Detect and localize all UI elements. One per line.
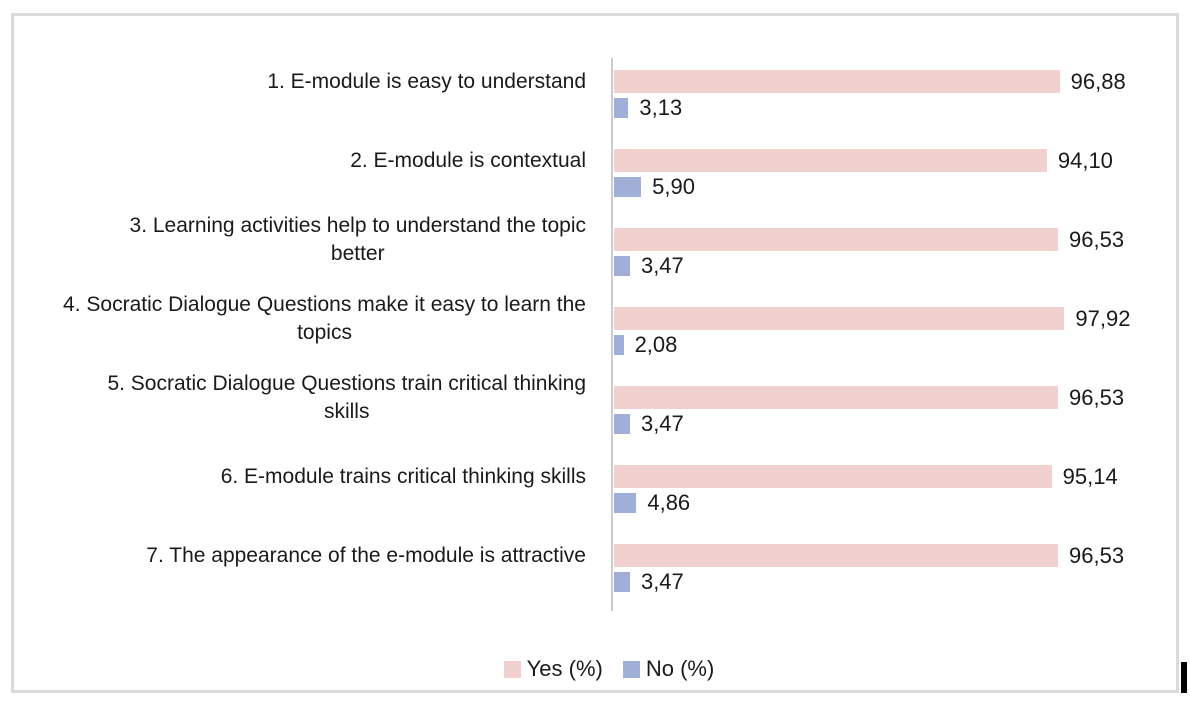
no-bar (614, 414, 630, 434)
yes-swatch-icon (503, 660, 521, 678)
no-value-label: 3,47 (640, 253, 684, 278)
yes-bar (614, 149, 1047, 172)
category-cell: 1. E-module is easy to understand (44, 58, 586, 105)
category-label: 5. Socratic Dialogue Questions train cri… (107, 371, 586, 423)
category-axis-line (611, 58, 613, 611)
yes-bar-line: 96,53 (614, 226, 1125, 252)
category-row: 6. E-module trains critical thinking ski… (44, 453, 1130, 532)
category-label: 7. The appearance of the e-module is att… (146, 543, 586, 567)
category-label: 1. E-module is easy to understand (267, 69, 586, 93)
yes-value-label: 94,10 (1057, 147, 1113, 173)
yes-value-label: 95,14 (1062, 463, 1118, 489)
yes-bar-line: 95,14 (614, 463, 1118, 489)
yes-value-label: 96,53 (1069, 384, 1125, 410)
category-label: 4. Socratic Dialogue Questions make it e… (63, 292, 586, 344)
yes-bar-line: 96,88 (614, 68, 1126, 94)
no-bar (614, 98, 629, 118)
no-bar-line: 3,47 (614, 569, 1124, 594)
category-row: 2. E-module is contextual 94,10 5,90 (44, 137, 1130, 216)
no-value-label: 3,13 (639, 95, 683, 120)
category-cell: 4. Socratic Dialogue Questions make it e… (44, 293, 586, 344)
legend-label-yes: Yes (%) (526, 656, 603, 681)
category-cell: 2. E-module is contextual (44, 137, 586, 184)
category-label: 6. E-module trains critical thinking ski… (220, 464, 586, 488)
yes-value-label: 96,53 (1069, 226, 1125, 252)
category-row: 3. Learning activities help to understan… (44, 214, 1130, 295)
no-bar (614, 335, 624, 355)
no-value-label: 4,86 (647, 490, 691, 515)
bars-cell: 96,53 3,47 (614, 216, 1124, 295)
no-bar-line: 2,08 (614, 332, 1130, 357)
category-label: 3. Learning activities help to understan… (129, 213, 586, 265)
no-value-label: 3,47 (640, 411, 684, 436)
legend-label-no: No (%) (645, 656, 715, 681)
bars-cell: 97,92 2,08 (614, 295, 1130, 374)
bars-cell: 95,14 4,86 (614, 453, 1118, 532)
category-cell: 7. The appearance of the e-module is att… (44, 532, 586, 579)
yes-bar (614, 307, 1065, 330)
no-bar-line: 5,90 (614, 174, 1113, 199)
category-row: 1. E-module is easy to understand 96,88 3,… (44, 58, 1130, 137)
no-swatch-icon (622, 660, 640, 678)
yes-value-label: 96,53 (1069, 542, 1125, 568)
no-bar (614, 572, 630, 592)
category-cell: 5. Socratic Dialogue Questions train cri… (44, 372, 586, 423)
no-bar (614, 493, 637, 513)
category-row: 5. Socratic Dialogue Questions train cri… (44, 372, 1130, 453)
yes-value-label: 97,92 (1075, 305, 1131, 331)
no-bar-line: 4,86 (614, 490, 1118, 515)
no-bar-line: 3,47 (614, 253, 1124, 278)
no-bar-line: 3,13 (614, 95, 1126, 120)
no-value-label: 3,47 (640, 569, 684, 594)
yes-bar-line: 96,53 (614, 384, 1125, 410)
bars-cell: 96,53 3,47 (614, 532, 1124, 611)
no-bar (614, 177, 642, 197)
yes-bar-line: 96,53 (614, 542, 1125, 568)
yes-value-label: 96,88 (1070, 68, 1126, 94)
legend-item-yes: Yes (%) (503, 656, 603, 682)
legend-item-no: No (%) (622, 656, 715, 682)
no-value-label: 2,08 (634, 332, 678, 357)
yes-bar-line: 97,92 (614, 305, 1131, 331)
yes-bar (614, 70, 1060, 93)
no-value-label: 5,90 (652, 174, 695, 199)
no-bar-line: 3,47 (614, 411, 1124, 436)
category-cell: 6. E-module trains critical thinking ski… (44, 453, 586, 500)
category-row: 4. Socratic Dialogue Questions make it e… (44, 293, 1130, 374)
yes-bar (614, 465, 1052, 488)
yes-bar (614, 386, 1059, 409)
category-row: 7. The appearance of the e-module is att… (44, 532, 1130, 611)
yes-bar (614, 228, 1059, 251)
yes-bar (614, 544, 1059, 567)
bars-cell: 96,53 3,47 (614, 374, 1124, 453)
bars-cell: 96,88 3,13 (614, 58, 1126, 137)
category-label: 2. E-module is contextual (350, 148, 586, 172)
plot-area: 1. E-module is easy to understand 96,88 3,… (44, 58, 1130, 611)
chart-frame: 1. E-module is easy to understand 96,88 3,… (11, 13, 1179, 693)
no-bar (614, 256, 630, 276)
bars-cell: 94,10 5,90 (614, 137, 1113, 216)
category-cell: 3. Learning activities help to understan… (44, 214, 586, 265)
legend: Yes (%) No (%) (14, 656, 1190, 682)
yes-bar-line: 94,10 (614, 147, 1113, 173)
corner-mark (1181, 662, 1187, 693)
